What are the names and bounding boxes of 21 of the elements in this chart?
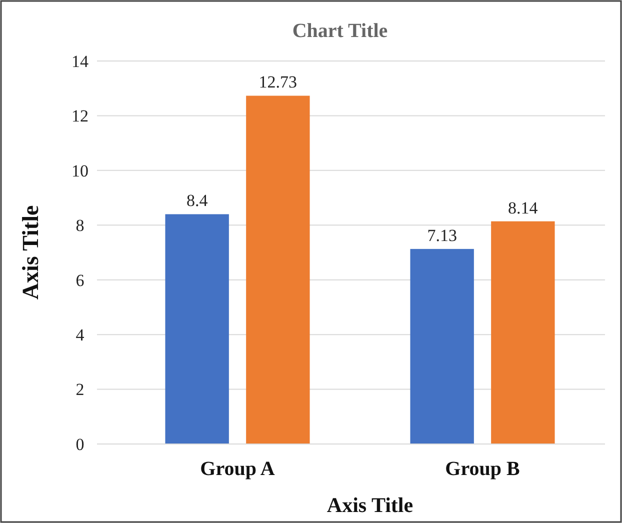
y-tick-label: 4 <box>76 326 85 345</box>
data-label: 7.13 <box>427 226 457 245</box>
x-tick-label: Group B <box>445 458 520 480</box>
y-tick-label: 12 <box>72 106 88 126</box>
y-axis-title: Axis Title <box>18 205 43 300</box>
y-tick-label: 14 <box>72 52 89 71</box>
x-tick-label: Group A <box>200 458 276 480</box>
y-tick-label: 10 <box>72 161 88 180</box>
data-label: 8.4 <box>186 191 208 210</box>
bar <box>165 214 229 444</box>
data-label: 8.14 <box>508 198 538 218</box>
y-tick-label: 8 <box>76 216 84 236</box>
bar <box>410 248 474 444</box>
bar <box>491 221 555 444</box>
chart-title: Chart Title <box>292 20 388 42</box>
y-tick-label: 2 <box>76 380 84 400</box>
bar <box>246 96 310 444</box>
data-label: 12.73 <box>258 72 298 92</box>
x-axis-title: Axis Title <box>326 493 414 517</box>
y-tick-label: 6 <box>76 270 84 290</box>
y-tick-label: 0 <box>76 434 84 454</box>
